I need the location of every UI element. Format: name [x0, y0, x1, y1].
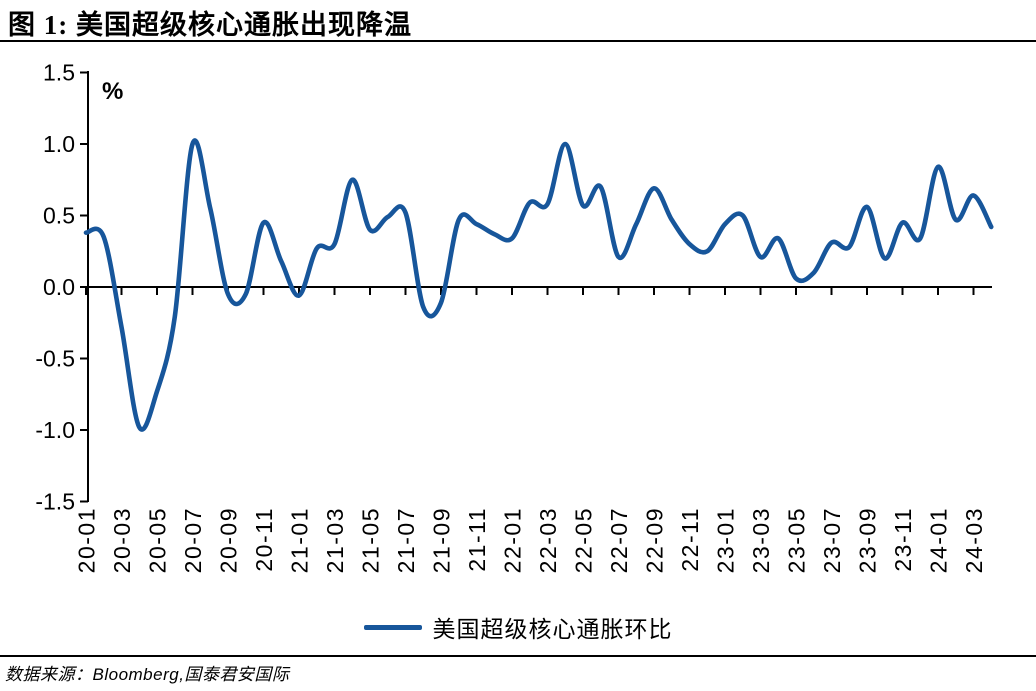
x-tick-label: 21-07: [393, 507, 419, 573]
x-tick-label: 23-11: [890, 507, 916, 572]
y-tick-label: 0.5: [43, 203, 75, 229]
y-axis-unit-label: %: [102, 78, 123, 105]
y-tick-label: -1.5: [35, 489, 75, 515]
x-tick-label: 20-09: [216, 507, 242, 573]
x-tick-label: 22-09: [642, 507, 668, 573]
y-tick-label: 1.5: [43, 60, 75, 86]
x-tick-label: 22-05: [571, 507, 597, 573]
x-tick-label: 23-05: [784, 507, 810, 573]
x-tick-label: 21-01: [287, 507, 313, 573]
y-tick-label: 0.0: [43, 274, 75, 300]
legend: 美国超级核心通胀环比: [0, 610, 1036, 644]
x-tick-label: 21-11: [464, 507, 490, 572]
x-tick-label: 22-11: [677, 507, 703, 572]
x-tick-label: 20-01: [74, 507, 100, 573]
y-tick-label: -0.5: [35, 346, 75, 372]
x-tick-label: 24-01: [926, 507, 952, 573]
series-line: [83, 138, 994, 432]
x-tick-label: 23-07: [819, 507, 845, 573]
x-tick-label: 20-05: [145, 507, 171, 573]
x-tick-label: 22-01: [500, 507, 526, 573]
x-tick-label: 21-03: [322, 507, 348, 573]
x-tick-label: 21-05: [358, 507, 384, 573]
x-tick-label: 22-03: [535, 507, 561, 573]
x-tick-label: 20-11: [251, 507, 277, 572]
x-tick-label: 24-03: [961, 507, 987, 573]
x-tick-label: 23-01: [713, 507, 739, 573]
y-tick-label: -1.0: [35, 417, 75, 443]
x-tick-label: 23-09: [855, 507, 881, 573]
x-tick-label: 20-03: [109, 507, 135, 573]
x-tick-label: 23-03: [748, 507, 774, 573]
x-tick-label: 20-07: [180, 507, 206, 573]
legend-line-swatch: [363, 624, 422, 630]
figure-title: 图 1: 美国超级核心通胀出现降温: [8, 10, 412, 40]
x-tick-label: 21-09: [429, 507, 455, 573]
y-tick-label: 1.0: [43, 131, 75, 157]
x-tick-label: 22-07: [606, 507, 632, 573]
footer-divider: [0, 655, 1036, 657]
title-underline: [0, 40, 1036, 42]
source-note: 数据来源：Bloomberg,国泰君安国际: [5, 665, 290, 684]
legend-label: 美国超级核心通胀环比: [432, 617, 673, 642]
